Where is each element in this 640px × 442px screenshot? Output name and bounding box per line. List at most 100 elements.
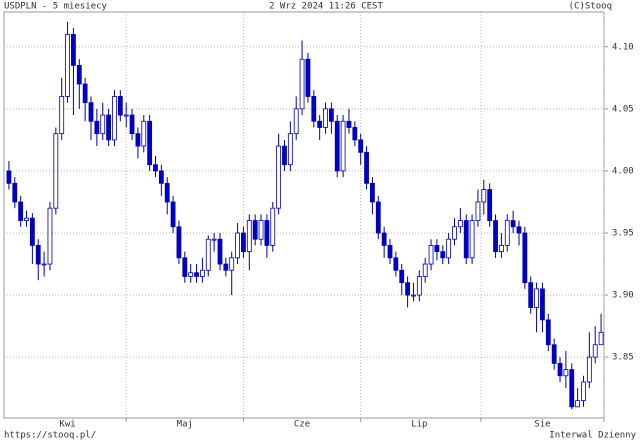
candle-body — [158, 170, 164, 184]
candle-body — [258, 220, 264, 240]
candle-body — [563, 369, 569, 377]
candle-body — [516, 226, 522, 234]
candle-body — [504, 220, 510, 246]
y-tick-label: 3.95 — [612, 229, 634, 239]
candle-body — [557, 362, 563, 377]
candle-body — [575, 400, 581, 408]
candle-body — [147, 120, 153, 166]
candle-body — [241, 232, 246, 253]
source-url: https://stooq.pl/ — [4, 431, 96, 441]
candle-body — [217, 238, 223, 265]
candle-body — [18, 201, 24, 221]
candle-body — [100, 114, 106, 135]
candle-body — [381, 232, 387, 246]
candle-body — [12, 182, 18, 203]
candle-body — [188, 272, 194, 277]
candle-body — [176, 226, 182, 259]
candle-body — [328, 108, 334, 122]
y-tick-label: 3.85 — [612, 353, 634, 363]
candle-body — [205, 238, 211, 271]
candle-body — [311, 96, 317, 122]
x-tick-label: Cze — [294, 420, 310, 430]
candle-body — [522, 232, 528, 284]
x-tick-label: Sie — [534, 420, 550, 430]
candle-body — [246, 220, 252, 253]
y-tick-label: 4.00 — [612, 166, 634, 176]
candle-body — [235, 232, 240, 259]
candle-body — [41, 263, 47, 266]
timestamp: 2 Wrz 2024 11:26 CEST — [269, 2, 383, 12]
candle-body — [59, 96, 65, 135]
candle-body — [323, 108, 328, 128]
candle-body — [88, 102, 94, 122]
candle-body — [141, 120, 147, 147]
candle-body — [82, 83, 88, 104]
candle-body — [499, 245, 504, 253]
candle-body — [352, 127, 358, 141]
candle-body — [334, 120, 340, 172]
candle-body — [551, 344, 557, 364]
candle-body — [434, 245, 440, 253]
candle-body — [411, 294, 416, 297]
candle-body — [405, 282, 410, 296]
y-tick-label: 4.10 — [612, 42, 634, 52]
candle-body — [29, 217, 35, 246]
candle-body — [475, 201, 481, 221]
candle-body — [375, 201, 381, 234]
candle-body — [305, 58, 311, 97]
y-tick-label: 4.05 — [612, 104, 634, 114]
candle-body — [264, 220, 270, 246]
candle-body — [153, 164, 158, 172]
candle-body — [487, 189, 493, 221]
candle-body — [534, 288, 539, 308]
candle-body — [123, 114, 129, 117]
candle-body — [393, 257, 399, 271]
x-tick-label: Lip — [411, 420, 427, 430]
candle-body — [135, 133, 141, 147]
candle-body — [428, 245, 434, 265]
candle-body — [293, 108, 299, 135]
candle-body — [47, 207, 53, 265]
candle-body — [463, 220, 469, 259]
candle-body — [223, 263, 229, 271]
candle-body — [276, 145, 282, 209]
candle-body — [510, 220, 516, 228]
candle-body — [170, 201, 176, 228]
chart-title: USDPLN - 5 miesiecy — [4, 2, 108, 12]
candle-body — [416, 276, 422, 296]
candle-body — [65, 33, 70, 97]
candle-body — [528, 282, 534, 308]
y-tick-label: 3.90 — [612, 291, 634, 301]
candle-body — [35, 245, 41, 265]
candle-body — [164, 182, 170, 203]
candle-body — [117, 96, 123, 116]
candle-body — [129, 114, 135, 135]
candle-body — [598, 331, 604, 346]
candle-body — [481, 189, 487, 203]
candle-body — [76, 64, 82, 85]
candle-body — [581, 381, 586, 402]
candle-body — [317, 120, 323, 128]
candle-body — [586, 356, 592, 383]
copyright: (C)Stooq — [569, 2, 612, 12]
candle-body — [569, 369, 575, 408]
candle-body — [387, 245, 393, 259]
candle-body — [399, 269, 405, 284]
candle-body — [194, 272, 199, 277]
candle-body — [211, 238, 217, 241]
candle-body — [112, 96, 117, 141]
candle-body — [493, 220, 498, 253]
candle-body — [182, 257, 188, 277]
candle-body — [358, 139, 364, 153]
candle-body — [370, 182, 375, 203]
candle-body — [252, 220, 258, 240]
candle-body — [452, 226, 457, 240]
candle-body — [6, 170, 12, 184]
candle-body — [200, 269, 205, 277]
interval: Interwal Dzienny — [549, 431, 636, 441]
x-tick-label: Kwi — [59, 420, 75, 430]
candle-body — [299, 58, 305, 110]
candle-body — [287, 133, 293, 166]
